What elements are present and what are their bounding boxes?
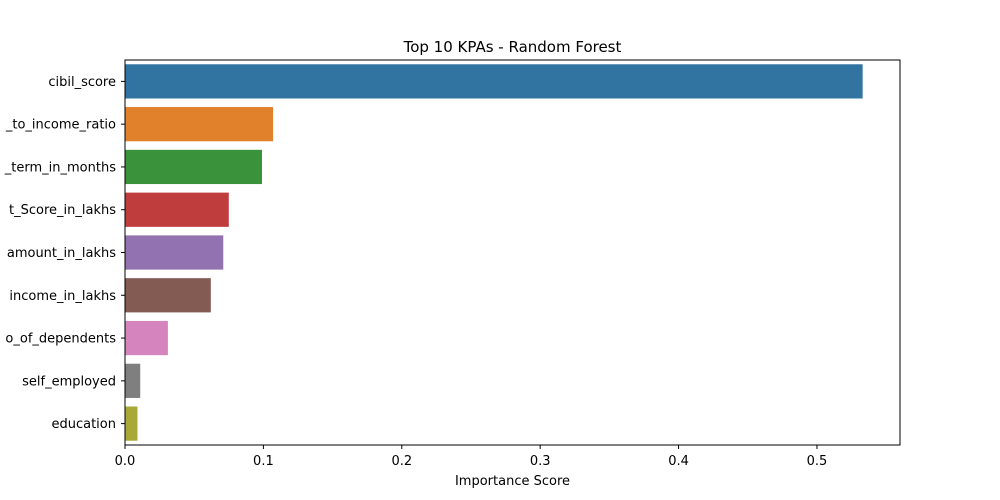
y-axis: cibil_score _to_income_ratio _term_in_mont… — [4, 75, 125, 432]
bar-0 — [125, 64, 863, 99]
y-tick-label: cibil_score — [48, 75, 116, 90]
x-tick-label: 0.4 — [668, 454, 689, 469]
x-axis-label: Importance Score — [455, 474, 570, 489]
bar-8 — [125, 406, 138, 441]
y-tick-label: income_in_lakhs — [9, 289, 116, 304]
x-tick-label: 0.3 — [530, 454, 551, 469]
bar-6 — [125, 320, 168, 356]
bar-5 — [125, 278, 211, 313]
x-tick-label: 0.1 — [253, 454, 274, 469]
y-tick-label: self_employed — [22, 374, 116, 389]
y-tick-label: o_of_dependents — [5, 332, 116, 347]
bar-2 — [125, 149, 263, 185]
bar-4 — [125, 235, 224, 270]
bars-group — [125, 64, 863, 441]
chart-title: Top 10 KPAs - Random Forest — [403, 38, 622, 56]
bar-7 — [125, 363, 141, 398]
y-tick-label: _to_income_ratio — [5, 118, 116, 133]
y-tick-label: amount_in_lakhs — [7, 246, 116, 261]
x-tick-label: 0.0 — [115, 454, 136, 469]
y-tick-label: t_Score_in_lakhs — [9, 203, 116, 218]
bar-3 — [125, 192, 229, 227]
bar-1 — [125, 107, 274, 142]
x-axis: 0.0 0.1 0.2 0.3 0.4 0.5 — [115, 445, 828, 469]
y-tick-label: education — [51, 417, 116, 432]
x-tick-label: 0.2 — [391, 454, 412, 469]
x-tick-label: 0.5 — [807, 454, 828, 469]
y-tick-label: _term_in_months — [4, 160, 116, 175]
